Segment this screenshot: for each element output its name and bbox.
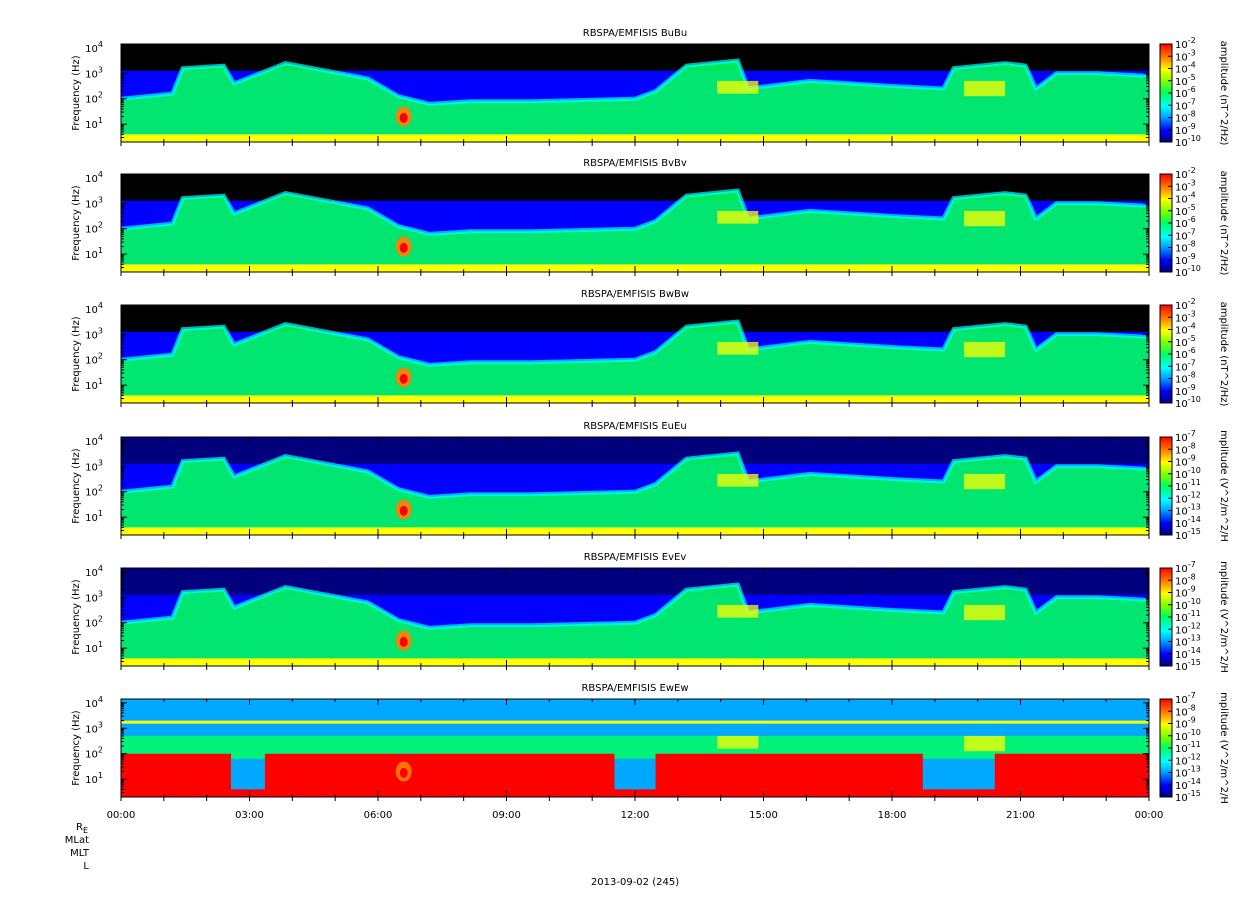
ephemeris-mlat-label: MLat — [65, 835, 89, 846]
y-tick-label: 104 — [85, 40, 103, 55]
y-tick-label: 103 — [85, 65, 103, 80]
spectrogram-panel-1: RBSPA/EMFISIS BuBu 101 102 103 104Frequency … — [71, 28, 1229, 149]
ephemeris-mlt-label: MLT — [70, 848, 90, 859]
colorbar-label: mplitude (V^2/m^2/H — [1218, 561, 1229, 673]
colorbar-label: mplitude (V^2/m^2/H — [1218, 692, 1229, 804]
y-axis-label: Frequency (Hz) — [71, 316, 82, 392]
x-tick-label: 03:00 — [235, 810, 264, 821]
y-axis-label: Frequency (Hz) — [71, 448, 82, 524]
spectrogram-image — [121, 305, 1149, 403]
panel-title: RBSPA/EMFISIS EwEw — [581, 683, 688, 694]
panel-title: RBSPA/EMFISIS EvEv — [584, 552, 687, 563]
y-tick-label: 103 — [85, 326, 103, 341]
y-tick-label: 104 — [85, 301, 103, 316]
spectrogram-panel-4: RBSPA/EMFISIS EuEu 101 102 103 104Frequency … — [71, 421, 1229, 542]
y-tick-label: 104 — [85, 695, 103, 710]
y-tick-label: 104 — [85, 170, 103, 185]
y-tick-label: 103 — [85, 458, 103, 473]
x-tick-label: 12:00 — [621, 810, 650, 821]
y-tick-label: 102 — [85, 615, 103, 630]
y-tick-label: 101 — [85, 771, 103, 786]
date-label: 2013-09-02 (245) — [591, 877, 679, 888]
spectrogram-image — [121, 174, 1149, 272]
spectrogram-image — [121, 568, 1149, 666]
x-tick-label: 00:00 — [1135, 810, 1164, 821]
y-tick-label: 102 — [85, 352, 103, 367]
y-tick-label: 101 — [85, 640, 103, 655]
y-tick-label: 104 — [85, 564, 103, 579]
y-tick-label: 101 — [85, 509, 103, 524]
x-tick-label: 09:00 — [492, 810, 521, 821]
y-tick-label: 102 — [85, 484, 103, 499]
bottom-axis-labels: RE MLat MLT L 2013-09-02 (245) — [65, 822, 679, 888]
y-tick-label: 101 — [85, 377, 103, 392]
colorbar-label: amplitude (nT^2/Hz) — [1218, 302, 1229, 407]
y-tick-label: 102 — [85, 746, 103, 761]
panel-title: RBSPA/EMFISIS EuEu — [583, 421, 686, 432]
spectrogram-panel-2: RBSPA/EMFISIS BvBv 101 102 103 104Frequency … — [71, 158, 1229, 279]
spectrogram-panel-3: RBSPA/EMFISIS BwBw 101 102 103 104Frequency … — [71, 289, 1229, 410]
y-axis-label: Frequency (Hz) — [71, 185, 82, 261]
x-axis-tick-labels: 00:00 03:00 06:00 09:00 12:00 15:00 18:00 21:00… — [107, 810, 1164, 821]
y-tick-label: 103 — [85, 720, 103, 735]
spectrogram-image — [121, 44, 1149, 142]
spectrogram-panel-5: RBSPA/EMFISIS EvEv 101 102 103 104Frequency … — [71, 552, 1229, 673]
colorbar-label: mplitude (V^2/m^2/H — [1218, 430, 1229, 542]
y-tick-label: 101 — [85, 116, 103, 131]
colorbar-label: amplitude (nT^2/Hz) — [1218, 41, 1229, 146]
x-tick-label: 21:00 — [1006, 810, 1035, 821]
y-axis-label: Frequency (Hz) — [71, 579, 82, 655]
y-tick-label: 103 — [85, 195, 103, 210]
ephemeris-re-label: RE — [76, 822, 88, 835]
spectrogram-image — [121, 699, 1149, 797]
y-tick-label: 103 — [85, 589, 103, 604]
spectrogram-image — [121, 437, 1149, 535]
colorbar-label: amplitude (nT^2/Hz) — [1218, 171, 1229, 276]
x-tick-label: 18:00 — [878, 810, 907, 821]
x-tick-label: 06:00 — [364, 810, 393, 821]
spectrogram-panel-6: RBSPA/EMFISIS EwEw 101 102 103 104Frequency … — [71, 683, 1229, 804]
y-axis-label: Frequency (Hz) — [71, 55, 82, 131]
panel-title: RBSPA/EMFISIS BwBw — [581, 289, 689, 300]
y-axis-label: Frequency (Hz) — [71, 710, 82, 786]
y-tick-label: 102 — [85, 91, 103, 106]
y-tick-label: 104 — [85, 433, 103, 448]
panel-title: RBSPA/EMFISIS BvBv — [583, 158, 687, 169]
panel-title: RBSPA/EMFISIS BuBu — [583, 28, 687, 39]
ephemeris-l-label: L — [83, 861, 89, 872]
y-tick-label: 102 — [85, 221, 103, 236]
y-tick-label: 101 — [85, 246, 103, 261]
x-tick-label: 00:00 — [107, 810, 136, 821]
x-tick-label: 15:00 — [749, 810, 778, 821]
